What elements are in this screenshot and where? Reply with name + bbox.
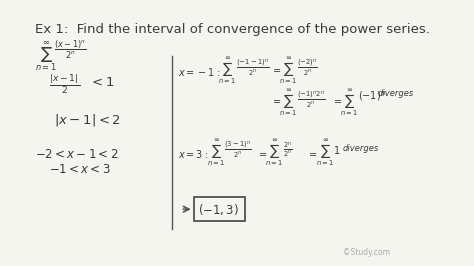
- Text: diverges: diverges: [342, 144, 378, 153]
- Text: $(-1, 3)$: $(-1, 3)$: [199, 202, 239, 217]
- Text: $\frac{|x-1|}{2}$: $\frac{|x-1|}{2}$: [49, 73, 81, 96]
- Text: $=$: $=$: [256, 148, 268, 158]
- Text: diverges: diverges: [377, 89, 413, 98]
- Text: $< 1$: $< 1$: [89, 76, 114, 89]
- Text: $-2 < x-1 < 2$: $-2 < x-1 < 2$: [35, 148, 118, 161]
- Text: $|x-1| < 2$: $|x-1| < 2$: [54, 112, 121, 128]
- Text: $\frac{(3-1)^n}{2^n}$: $\frac{(3-1)^n}{2^n}$: [224, 140, 252, 160]
- Text: $=$: $=$: [307, 148, 319, 158]
- Text: $\sum_{n=1}^{\infty}$: $\sum_{n=1}^{\infty}$: [265, 138, 283, 169]
- Text: $=$: $=$: [271, 64, 282, 74]
- Text: $\frac{(-1)^n 2^n}{2^n}$: $\frac{(-1)^n 2^n}{2^n}$: [297, 89, 325, 110]
- Text: $\frac{(x-1)^n}{2^n}$: $\frac{(x-1)^n}{2^n}$: [54, 39, 86, 61]
- Text: $\sum_{n=1}^{\infty}$: $\sum_{n=1}^{\infty}$: [218, 56, 237, 87]
- Text: $\sum_{n=1}^{\infty}$: $\sum_{n=1}^{\infty}$: [316, 138, 334, 169]
- Text: $1$: $1$: [334, 144, 341, 156]
- Text: $\sum_{n=1}^{\infty}$: $\sum_{n=1}^{\infty}$: [279, 56, 298, 87]
- Text: $\frac{(-1-1)^n}{2^n}$: $\frac{(-1-1)^n}{2^n}$: [236, 58, 269, 78]
- Text: $(-1)^n$: $(-1)^n$: [358, 89, 386, 103]
- Text: $\frac{(-2)^n}{2^n}$: $\frac{(-2)^n}{2^n}$: [297, 58, 318, 78]
- Text: $\frac{2^n}{2^n}$: $\frac{2^n}{2^n}$: [283, 140, 292, 159]
- Text: $\sum_{n=1}^{\infty}$: $\sum_{n=1}^{\infty}$: [340, 88, 359, 119]
- Text: $\sum_{n=1}^{\infty}$: $\sum_{n=1}^{\infty}$: [279, 88, 298, 119]
- Text: $=$: $=$: [332, 95, 343, 105]
- Text: $x=-1:$: $x=-1:$: [178, 66, 220, 78]
- Text: ©Study.com: ©Study.com: [343, 248, 390, 257]
- Text: $=$: $=$: [271, 95, 282, 105]
- Text: $\sum_{n=1}^{\infty}$: $\sum_{n=1}^{\infty}$: [35, 39, 56, 73]
- Text: Ex 1:  Find the interval of convergence of the power series.: Ex 1: Find the interval of convergence o…: [35, 23, 429, 36]
- Text: $-1 < x < 3$: $-1 < x < 3$: [49, 163, 111, 176]
- Text: $\sum_{n=1}^{\infty}$: $\sum_{n=1}^{\infty}$: [207, 138, 225, 169]
- Text: $x=3:$: $x=3:$: [178, 148, 208, 160]
